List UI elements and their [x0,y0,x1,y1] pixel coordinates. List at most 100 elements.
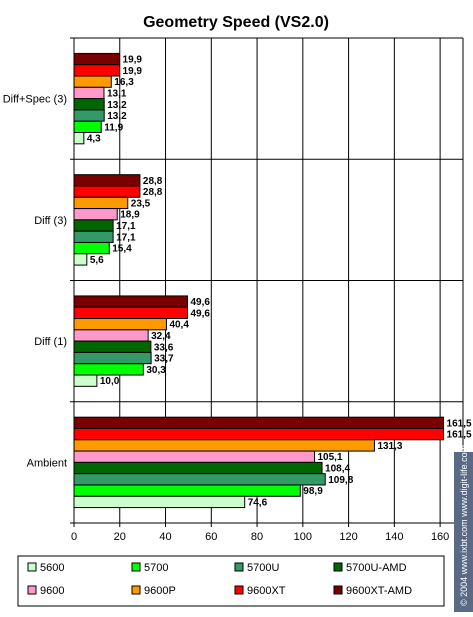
bar [73,52,121,66]
bar [73,230,114,243]
data-label: 105,1 [317,452,342,463]
legend-label: 5700U [247,562,279,574]
x-tick-label: 120 [339,531,357,543]
x-tick-label: 160 [431,531,449,543]
legend-label: 9600 [40,585,64,597]
legend-label: 5700U-AMD [346,562,407,574]
bar [73,196,129,210]
data-label: 49,6 [190,297,210,308]
data-label: 40,4 [169,320,189,331]
data-label: 13,2 [107,111,127,122]
x-tick-label: 100 [294,531,312,543]
data-label: 11,9 [104,122,123,133]
bar [73,185,141,198]
bar [73,109,105,122]
data-label: 5,6 [90,255,104,266]
bar [73,174,141,187]
bar [73,132,85,145]
data-label: 13,2 [107,100,127,111]
plot-area: 0 20 40 60 80 100 120 140 160 Diff+Spec (3) 19,919… [3,37,472,543]
data-label: 28,8 [143,187,163,198]
legend-label: 9600XT [247,585,286,597]
data-label: 161,5 [447,418,472,429]
chart-title: Geometry Speed (VS2.0) [143,14,329,31]
legend-label: 5700 [144,562,168,574]
data-label: 18,9 [120,210,140,221]
legend-box [17,555,445,607]
legend-swatch [333,585,343,595]
x-tick-label: 60 [205,531,217,543]
bar [73,495,246,509]
x-tick-label: 40 [159,531,171,543]
bar [73,295,188,308]
data-label: 109,8 [328,475,353,486]
data-label: 16,3 [114,77,134,88]
data-label: 33,7 [154,354,174,365]
data-label: 131,3 [377,441,402,452]
data-label: 19,9 [123,66,143,77]
bar [73,253,88,266]
bar [73,241,110,255]
bar [73,219,114,232]
data-label: 108,4 [325,464,350,475]
legend-swatch [27,585,37,595]
category-label: Diff (1) [34,336,67,348]
legend-label: 5600 [40,562,64,574]
bar [73,450,315,463]
legend-swatch [131,585,141,595]
legend-swatch [234,585,244,595]
bar [73,208,118,221]
bar [73,439,375,452]
watermark-text: © 2004 www.ixbt.com www.digit-life.com [459,445,469,606]
bar [73,329,149,342]
bar [73,64,121,77]
data-label: 4,3 [87,134,101,145]
bar [73,98,105,111]
bar [73,473,326,486]
watermark-strip [454,452,473,612]
data-label: 23,5 [131,198,151,209]
bar [73,340,152,353]
legend-swatch [131,562,141,572]
x-tick-label: 0 [71,531,77,543]
data-label: 28,8 [143,176,163,187]
data-label: 15,4 [112,244,132,255]
bar [73,120,102,134]
data-label: 10,0 [100,376,120,387]
bar [73,427,445,441]
data-label: 161,5 [447,430,472,441]
data-label: 49,6 [190,308,210,319]
legend-swatch [333,562,343,572]
data-label: 17,1 [116,221,136,232]
bar [73,351,152,365]
bar [73,363,144,376]
data-label: 74,6 [248,497,268,508]
legend-swatch [27,562,37,572]
bar [73,374,98,387]
legend-swatch [234,562,244,572]
x-tick-label: 20 [114,531,126,543]
bar [73,416,445,429]
data-label: 98,9 [303,486,323,497]
watermark: © 2004 www.ixbt.com www.digit-life.com [454,445,473,612]
x-tick-label: 80 [251,531,263,543]
bar [73,86,105,100]
bar [73,306,188,320]
bar [73,484,301,497]
data-label: 17,1 [116,232,136,243]
bar [73,461,323,475]
data-label: 32,4 [151,331,171,342]
data-label: 13,1 [107,88,127,99]
category-label: Diff (3) [34,215,67,227]
legend-label: 9600P [144,585,176,597]
legend-label: 9600XT-AMD [346,585,412,597]
category-label: Diff+Spec (3) [3,94,67,106]
x-tick-label: 140 [385,531,403,543]
bar [73,75,112,88]
legend: 5600 5700 5700U 5700U-AMD 9600 9600P 9600XT 960… [17,555,445,607]
data-label: 19,9 [123,55,143,66]
data-label: 30,3 [146,365,166,376]
category-label: Ambient [27,457,67,469]
